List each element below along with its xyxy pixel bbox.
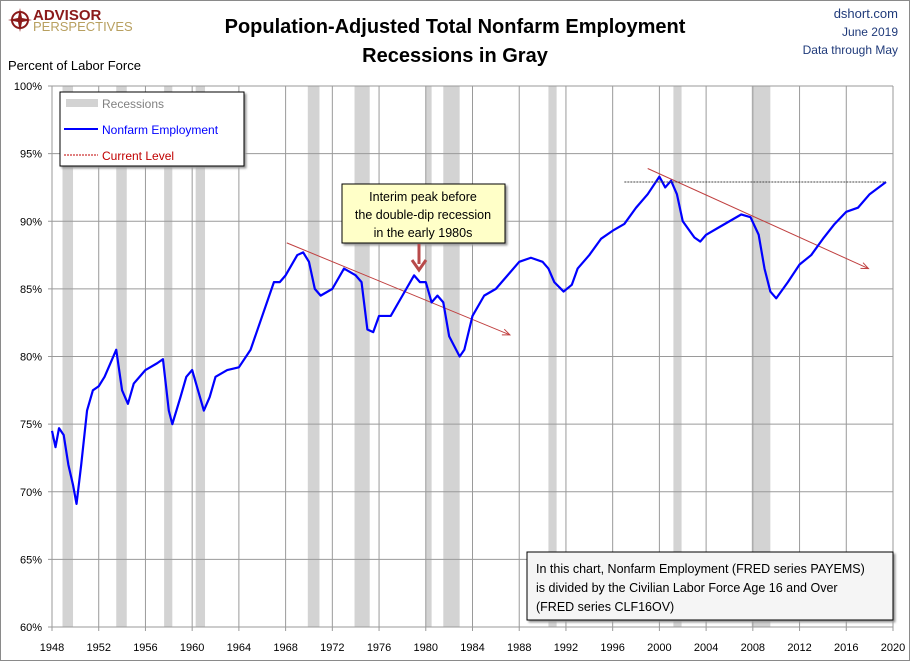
logo-line1: ADVISOR bbox=[33, 7, 102, 24]
y-tick-label: 65% bbox=[20, 554, 42, 566]
y-tick-label: 75% bbox=[20, 419, 42, 431]
x-tick-label: 2000 bbox=[647, 642, 671, 654]
y-tick-label: 60% bbox=[20, 622, 42, 634]
x-tick-label: 1992 bbox=[554, 642, 578, 654]
legend-recessions: Recessions bbox=[102, 97, 164, 111]
x-tick-label: 1980 bbox=[414, 642, 438, 654]
x-tick-label: 1976 bbox=[367, 642, 391, 654]
x-tick-label: 2012 bbox=[787, 642, 811, 654]
x-tick-label: 2016 bbox=[834, 642, 858, 654]
note-line2: is divided by the Civilian Labor Force A… bbox=[536, 581, 838, 595]
x-tick-label: 1960 bbox=[180, 642, 204, 654]
chart-title: Population-Adjusted Total Nonfarm Employ… bbox=[225, 16, 686, 38]
x-tick-label: 2004 bbox=[694, 642, 718, 654]
annotation-line3: in the early 1980s bbox=[374, 226, 473, 240]
y-tick-label: 85% bbox=[20, 284, 42, 296]
note-box: In this chart, Nonfarm Employment (FRED … bbox=[526, 551, 894, 621]
trendline-arrowhead bbox=[501, 328, 512, 336]
annotation-line1: Interim peak before bbox=[369, 190, 477, 204]
legend-nonfarm: Nonfarm Employment bbox=[102, 123, 219, 137]
x-tick-label: 1972 bbox=[320, 642, 344, 654]
annotation: Interim peak before the double-dip reces… bbox=[341, 183, 506, 273]
logo-line2: PERSPECTIVES bbox=[33, 19, 133, 34]
x-tick-label: 1952 bbox=[86, 642, 110, 654]
x-tick-label: 1956 bbox=[133, 642, 157, 654]
source-note: Data through May bbox=[803, 43, 898, 57]
x-tick-label: 1988 bbox=[507, 642, 531, 654]
source-site: dshort.com bbox=[834, 6, 898, 21]
x-tick-label: 1984 bbox=[460, 642, 484, 654]
y-axis-label: Percent of Labor Force bbox=[8, 58, 141, 73]
note-line1: In this chart, Nonfarm Employment (FRED … bbox=[536, 562, 865, 576]
trendline bbox=[647, 168, 869, 270]
x-tick-label: 1964 bbox=[227, 642, 251, 654]
x-tick-label: 1996 bbox=[600, 642, 624, 654]
legend-current: Current Level bbox=[102, 149, 174, 163]
x-tick-label: 2020 bbox=[881, 642, 905, 654]
trendline-arrowhead bbox=[860, 262, 870, 270]
y-tick-label: 70% bbox=[20, 487, 42, 499]
y-tick-label: 95% bbox=[20, 149, 42, 161]
series-line-nonfarm bbox=[50, 175, 887, 506]
y-tick-label: 100% bbox=[14, 81, 42, 93]
source-date: June 2019 bbox=[842, 25, 898, 39]
x-tick-label: 2008 bbox=[741, 642, 765, 654]
y-tick-label: 80% bbox=[20, 352, 42, 364]
annotation-line2: the double-dip recession bbox=[355, 208, 491, 222]
x-tick-label: 1948 bbox=[40, 642, 64, 654]
x-tick-label: 1968 bbox=[273, 642, 297, 654]
note-line3: (FRED series CLF16OV) bbox=[536, 600, 674, 614]
logo: ADVISOR PERSPECTIVES bbox=[8, 7, 133, 34]
legend-swatch-recessions bbox=[66, 99, 98, 107]
legend: Recessions Nonfarm Employment Current Le… bbox=[59, 91, 245, 167]
y-tick-label: 90% bbox=[20, 216, 42, 228]
chart-subtitle: Recessions in Gray bbox=[362, 45, 549, 67]
